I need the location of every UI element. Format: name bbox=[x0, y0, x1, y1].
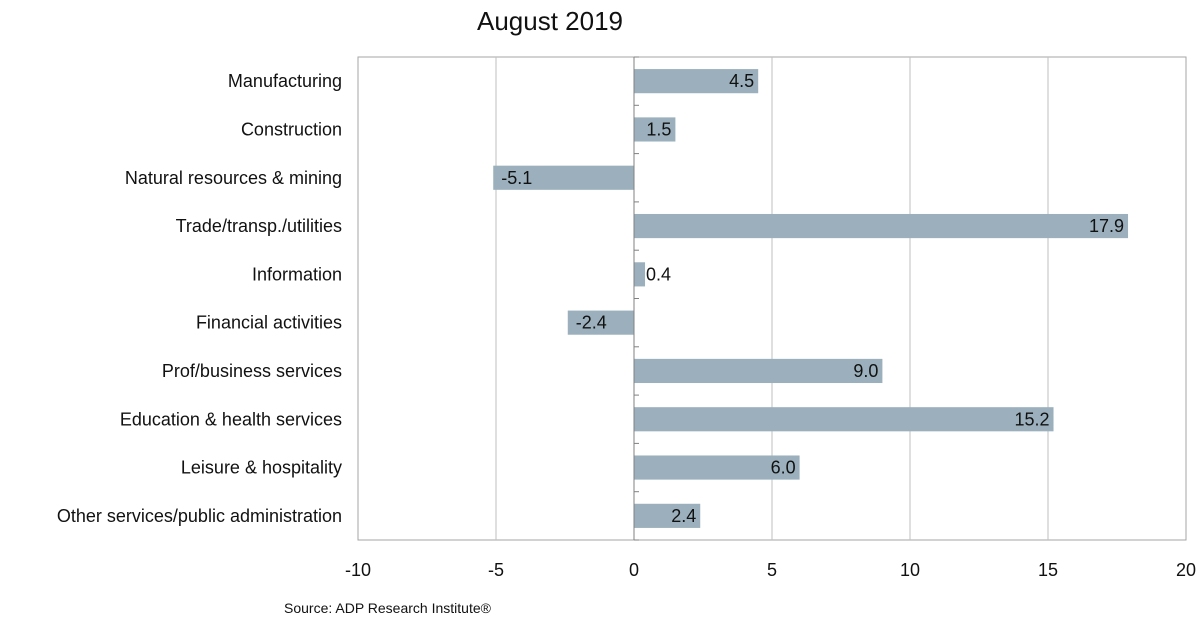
category-label: Leisure & hospitality bbox=[181, 458, 342, 478]
x-tick-label: 20 bbox=[1176, 560, 1196, 580]
x-tick-label: 15 bbox=[1038, 560, 1058, 580]
category-label: Other services/public administration bbox=[57, 506, 342, 526]
bar bbox=[634, 117, 676, 142]
bars bbox=[493, 69, 1129, 528]
x-tick-label: 0 bbox=[629, 560, 639, 580]
data-labels: 4.5 1.5 -5.1 17.9 0.4 -2.4 9.0 15.2 6.0 2.4 bbox=[501, 71, 1124, 526]
bar bbox=[634, 503, 701, 528]
data-label: 4.5 bbox=[729, 71, 754, 91]
data-label: -5.1 bbox=[501, 168, 532, 188]
data-label: 15.2 bbox=[1014, 409, 1049, 429]
category-label: Information bbox=[252, 264, 342, 284]
data-label: 6.0 bbox=[771, 458, 796, 478]
category-label: Construction bbox=[241, 119, 342, 139]
bar bbox=[634, 69, 759, 94]
source-note: Source: ADP Research Institute® bbox=[284, 600, 491, 616]
bar bbox=[634, 262, 646, 287]
data-label: 9.0 bbox=[853, 361, 878, 381]
category-label: Manufacturing bbox=[228, 71, 342, 91]
category-label: Trade/transp./utilities bbox=[176, 216, 342, 236]
category-label: Financial activities bbox=[196, 313, 342, 333]
x-tick-label: 10 bbox=[900, 560, 920, 580]
bar bbox=[634, 358, 883, 384]
data-label: 1.5 bbox=[646, 119, 671, 139]
category-label: Education & health services bbox=[120, 409, 342, 429]
category-label: Prof/business services bbox=[162, 361, 342, 381]
data-label: -2.4 bbox=[576, 313, 607, 333]
x-tick-label: -5 bbox=[488, 560, 504, 580]
category-labels: Manufacturing Construction Natural resourc… bbox=[57, 71, 342, 526]
bar bbox=[634, 213, 1129, 239]
x-tick-label: 5 bbox=[767, 560, 777, 580]
zero-axis bbox=[633, 56, 639, 541]
category-label: Natural resources & mining bbox=[125, 168, 342, 188]
bar bbox=[493, 165, 634, 190]
data-label: 17.9 bbox=[1089, 216, 1124, 236]
data-label: 0.4 bbox=[646, 264, 671, 284]
data-label: 2.4 bbox=[671, 506, 696, 526]
chart-title: August 2019 bbox=[476, 6, 623, 36]
bar bbox=[634, 407, 1054, 432]
x-tick-labels: -10 -5 0 5 10 15 20 bbox=[345, 560, 1196, 580]
bar bbox=[634, 455, 800, 480]
bar bbox=[567, 310, 634, 335]
x-tick-label: -10 bbox=[345, 560, 371, 580]
